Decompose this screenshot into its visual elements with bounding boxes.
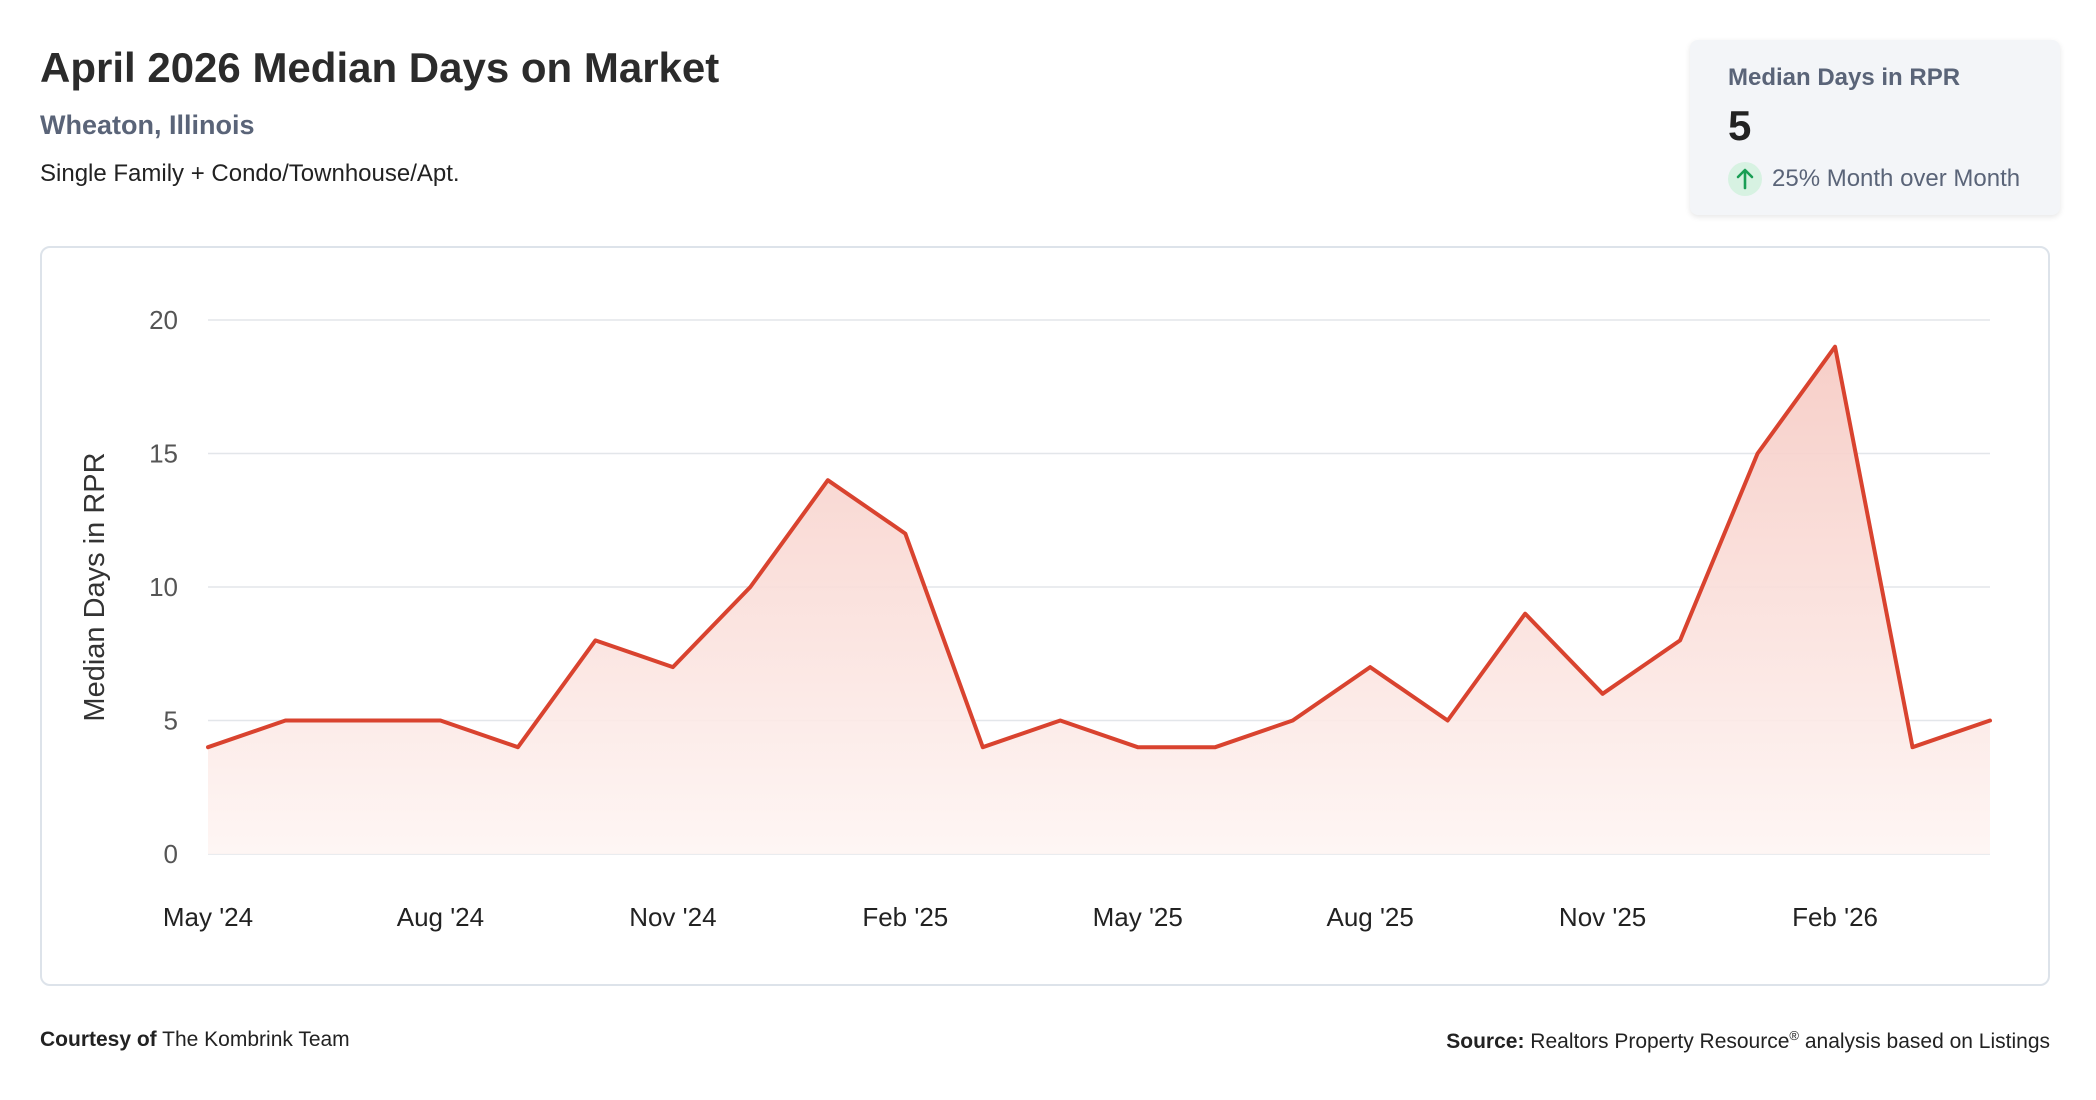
data-point [283,719,287,722]
arrow-up-icon [1728,162,1762,196]
data-point [1833,345,1837,349]
y-tick-label: 5 [164,706,178,736]
data-point [1368,665,1372,669]
x-tick-label: Aug '25 [1326,902,1413,932]
y-axis-label: Median Days in RPR [79,452,111,721]
chart-svg: 0 5 10 15 20 Median Days in RPR May '24 Aug '24… [79,305,1992,932]
y-tick-label: 0 [164,839,178,869]
registered-mark: ® [1789,1028,1799,1043]
property-type-label: Single Family + Condo/Townhouse/Apt. [40,160,460,187]
data-point [1136,745,1140,749]
data-point [981,745,985,749]
data-point [1988,719,1992,722]
data-point [1601,692,1605,696]
kpi-value: 5 [1728,102,1752,149]
x-tick-label: Nov '24 [629,902,716,932]
data-point [903,532,907,536]
courtesy-label: Courtesy of [40,1028,157,1051]
x-tick-label: Feb '25 [862,902,948,932]
kpi-label: Median Days in RPR [1728,64,1961,91]
y-tick-label: 20 [149,305,178,335]
page-title: April 2026 Median Days on Market [40,44,720,91]
courtesy-footer: Courtesy of The Kombrink Team [40,1028,350,1052]
x-tick-label: Aug '24 [397,902,484,932]
source-value-pre: Realtors Property Resource [1530,1030,1790,1053]
x-tick-label: Nov '25 [1559,902,1646,932]
data-point [671,665,675,669]
y-tick-label: 10 [149,572,178,602]
source-footer: Source: Realtors Property Resource® anal… [1446,1028,2050,1054]
kpi-change-text: 25% Month over Month [1772,165,2021,192]
data-point [516,745,520,749]
data-point [206,745,210,749]
data-point [361,719,365,722]
data-point [438,719,442,722]
kpi-card: Median Days in RPR 5 25% Month over Mont… [1690,40,2060,215]
x-tick-label: May '24 [163,902,253,932]
series-line [206,344,1992,750]
data-point [1058,719,1062,722]
courtesy-value: The Kombrink Team [162,1028,350,1051]
data-point [1911,745,1915,749]
x-tick-label: Feb '26 [1792,902,1878,932]
data-point [593,638,597,642]
data-point [1213,745,1217,749]
chart-container: 0 5 10 15 20 Median Days in RPR May '24 Aug '24… [40,246,2050,986]
kpi-change: 25% Month over Month [1728,162,2020,196]
data-point [826,478,830,482]
series-area [208,346,1990,854]
data-point [1523,612,1527,616]
y-tick-label: 15 [149,439,178,469]
source-value-post: analysis based on Listings [1804,1030,2050,1053]
data-point [1446,719,1450,722]
x-tick-label: May '25 [1093,902,1183,932]
data-point [1678,638,1682,642]
data-point [1291,719,1295,722]
data-point [748,585,752,589]
source-label: Source: [1446,1030,1525,1053]
data-point [1756,452,1760,455]
location-subtitle: Wheaton, Illinois [40,110,255,140]
